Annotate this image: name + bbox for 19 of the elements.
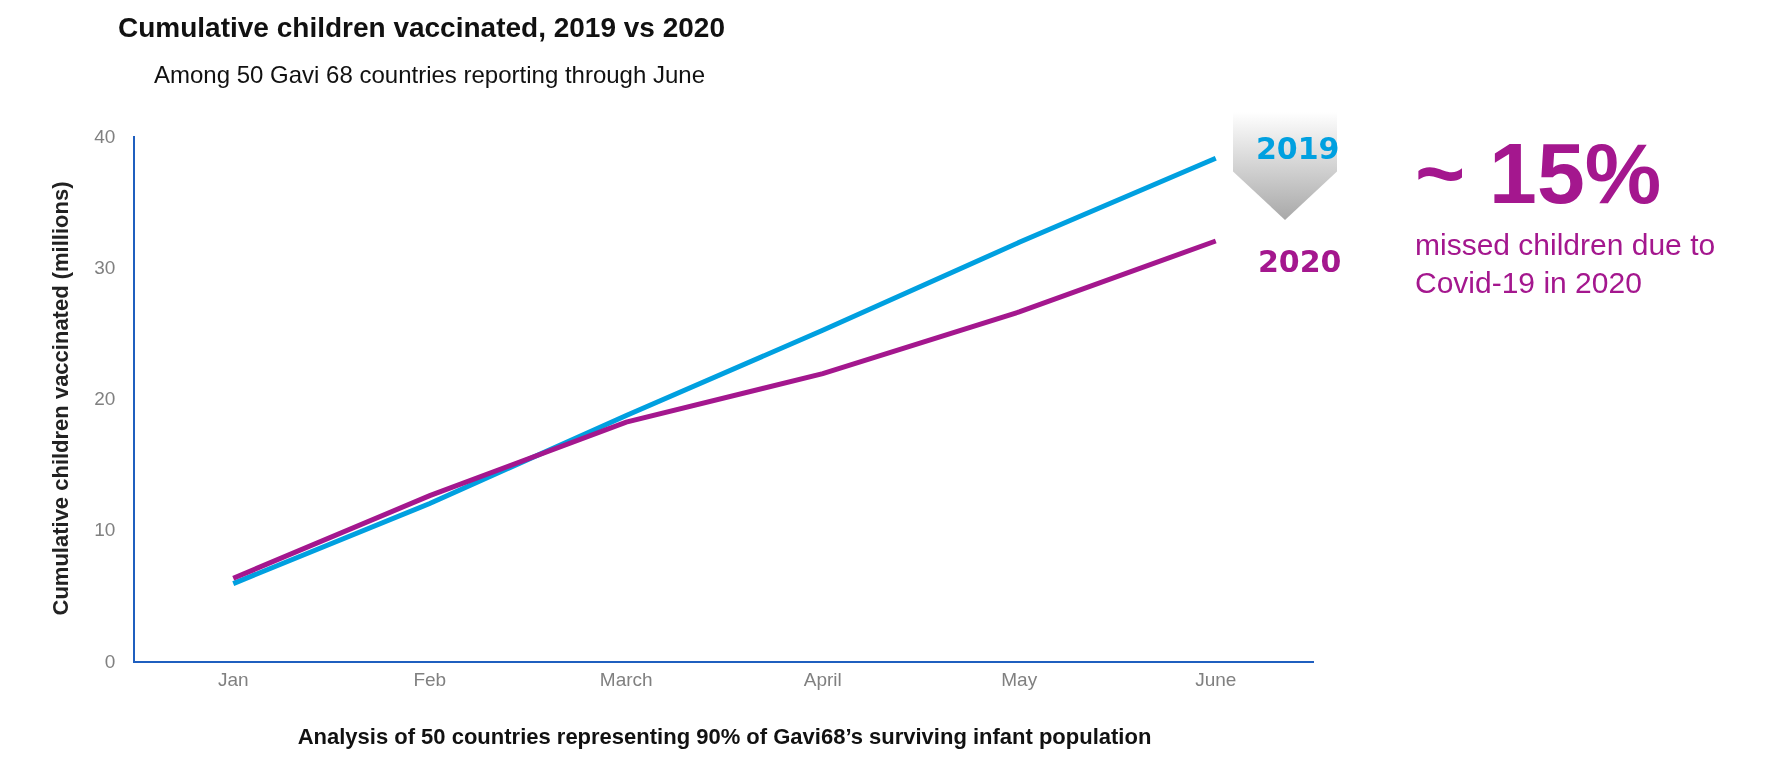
text: ~ 15% [1415, 125, 1663, 221]
series-label: 2020 [1258, 244, 1342, 279]
y-tick-label: 20 [94, 388, 116, 410]
series-label: 2019 [1256, 131, 1340, 166]
x-tick-label: April [803, 668, 842, 690]
chart-subtitle: Among 50 Gavi 68 countries reporting through June [154, 61, 706, 88]
y-tick-label: 30 [94, 256, 116, 278]
text: missed children due to Covid-19 in 2020 [1415, 227, 1717, 301]
y-tick-label: 0 [104, 650, 116, 672]
x-tick-label: Jan [217, 668, 249, 690]
x-tick-label: March [599, 668, 653, 690]
y-axis-title: Cumulative children vaccinated (millions) [47, 181, 73, 616]
x-axis-title: Analysis of 50 countries representing 90% of Gavi68’s surviving infant population [297, 723, 1152, 749]
x-tick-label: Feb [413, 668, 447, 690]
chart-title: Cumulative children vaccinated, 2019 vs 2020 [118, 12, 725, 43]
x-tick-label: May [1001, 668, 1038, 690]
x-tick-label: June [1195, 668, 1237, 690]
y-tick-label: 40 [94, 125, 116, 147]
y-tick-label: 10 [94, 519, 116, 541]
